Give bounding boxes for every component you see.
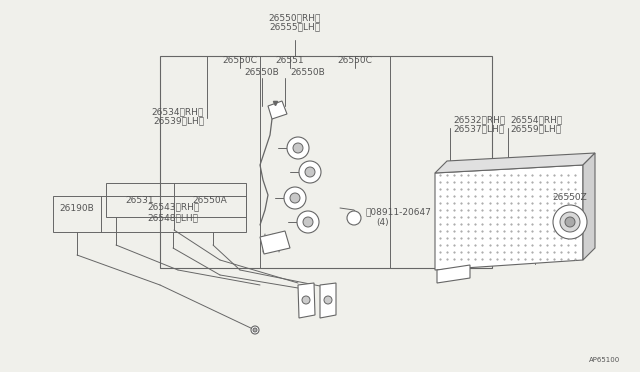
Circle shape	[293, 143, 303, 153]
Text: ⓝ08911-20647: ⓝ08911-20647	[366, 208, 432, 217]
Bar	[106, 183, 246, 217]
Circle shape	[324, 296, 332, 304]
Text: 26531: 26531	[125, 196, 154, 205]
Text: N: N	[351, 214, 357, 222]
Text: 26537〈LH〉: 26537〈LH〉	[453, 125, 504, 134]
Text: 26550B: 26550B	[244, 67, 280, 77]
Text: AP65100: AP65100	[589, 357, 620, 363]
Text: 26551: 26551	[276, 55, 304, 64]
Polygon shape	[320, 283, 336, 318]
Text: 26554〈RH〉: 26554〈RH〉	[510, 115, 563, 125]
Circle shape	[305, 167, 315, 177]
Text: 26550Z: 26550Z	[552, 192, 588, 202]
Circle shape	[299, 161, 321, 183]
Polygon shape	[435, 165, 583, 270]
Text: 26550B: 26550B	[291, 67, 325, 77]
Circle shape	[553, 205, 587, 239]
Text: 26550〈RH〉: 26550〈RH〉	[269, 13, 321, 22]
Polygon shape	[268, 101, 287, 119]
Circle shape	[290, 193, 300, 203]
Bar	[160, 56, 492, 268]
Bar	[53, 196, 246, 232]
Circle shape	[347, 211, 361, 225]
Circle shape	[284, 187, 306, 209]
Text: 26534〈RH〉: 26534〈RH〉	[152, 108, 204, 116]
Text: 26559〈LH〉: 26559〈LH〉	[510, 125, 561, 134]
Circle shape	[303, 217, 313, 227]
Polygon shape	[298, 283, 315, 318]
Text: 26555〈LH〉: 26555〈LH〉	[269, 22, 321, 32]
Text: 26532〈RH〉: 26532〈RH〉	[453, 115, 505, 125]
Circle shape	[251, 326, 259, 334]
Text: 26539〈LH〉: 26539〈LH〉	[153, 116, 204, 125]
Circle shape	[302, 296, 310, 304]
Circle shape	[565, 217, 575, 227]
Polygon shape	[435, 153, 595, 173]
Circle shape	[297, 211, 319, 233]
Text: 26543〈RH〉: 26543〈RH〉	[147, 202, 199, 212]
Text: 26550C: 26550C	[337, 55, 372, 64]
Circle shape	[287, 137, 309, 159]
Polygon shape	[583, 153, 595, 260]
Polygon shape	[437, 265, 470, 283]
Text: 26550A: 26550A	[193, 196, 227, 205]
Text: 26548〈LH〉: 26548〈LH〉	[147, 214, 198, 222]
Text: 26190B: 26190B	[60, 203, 94, 212]
Polygon shape	[260, 231, 290, 254]
Text: (4): (4)	[376, 218, 388, 227]
Circle shape	[253, 328, 257, 332]
Text: 26550C: 26550C	[223, 55, 257, 64]
Circle shape	[560, 212, 580, 232]
